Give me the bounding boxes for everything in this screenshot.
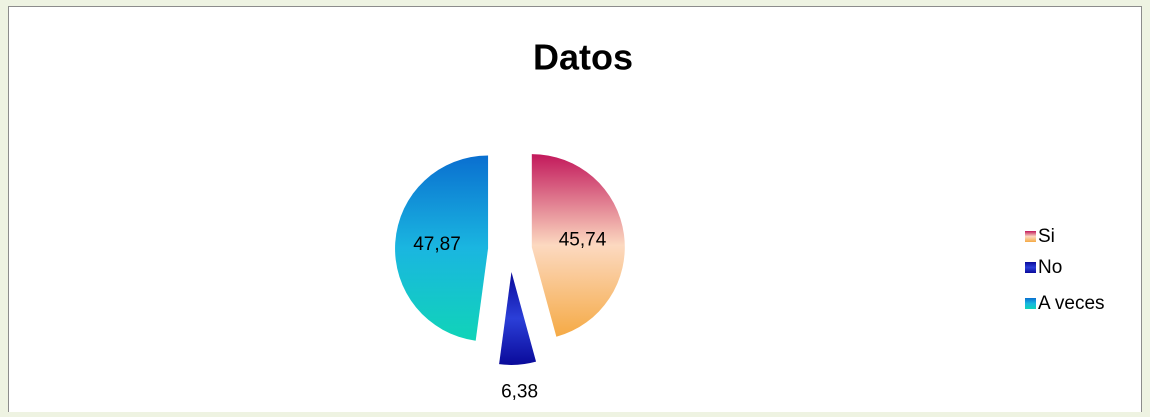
data-label: 6,38: [501, 382, 538, 403]
legend-swatch: [1025, 298, 1036, 309]
data-label: 47,87: [413, 234, 461, 255]
pie-slice: [395, 155, 489, 341]
pie-slice: [531, 154, 625, 337]
legend-label: A veces: [1038, 293, 1105, 314]
legend-swatch: [1025, 231, 1036, 242]
data-label: 45,74: [559, 229, 607, 250]
legend-label: No: [1038, 257, 1062, 278]
legend-swatch: [1025, 262, 1036, 273]
chart-title: Datos: [533, 37, 633, 78]
pie-slice: [499, 271, 537, 365]
legend-label: Si: [1038, 226, 1055, 247]
